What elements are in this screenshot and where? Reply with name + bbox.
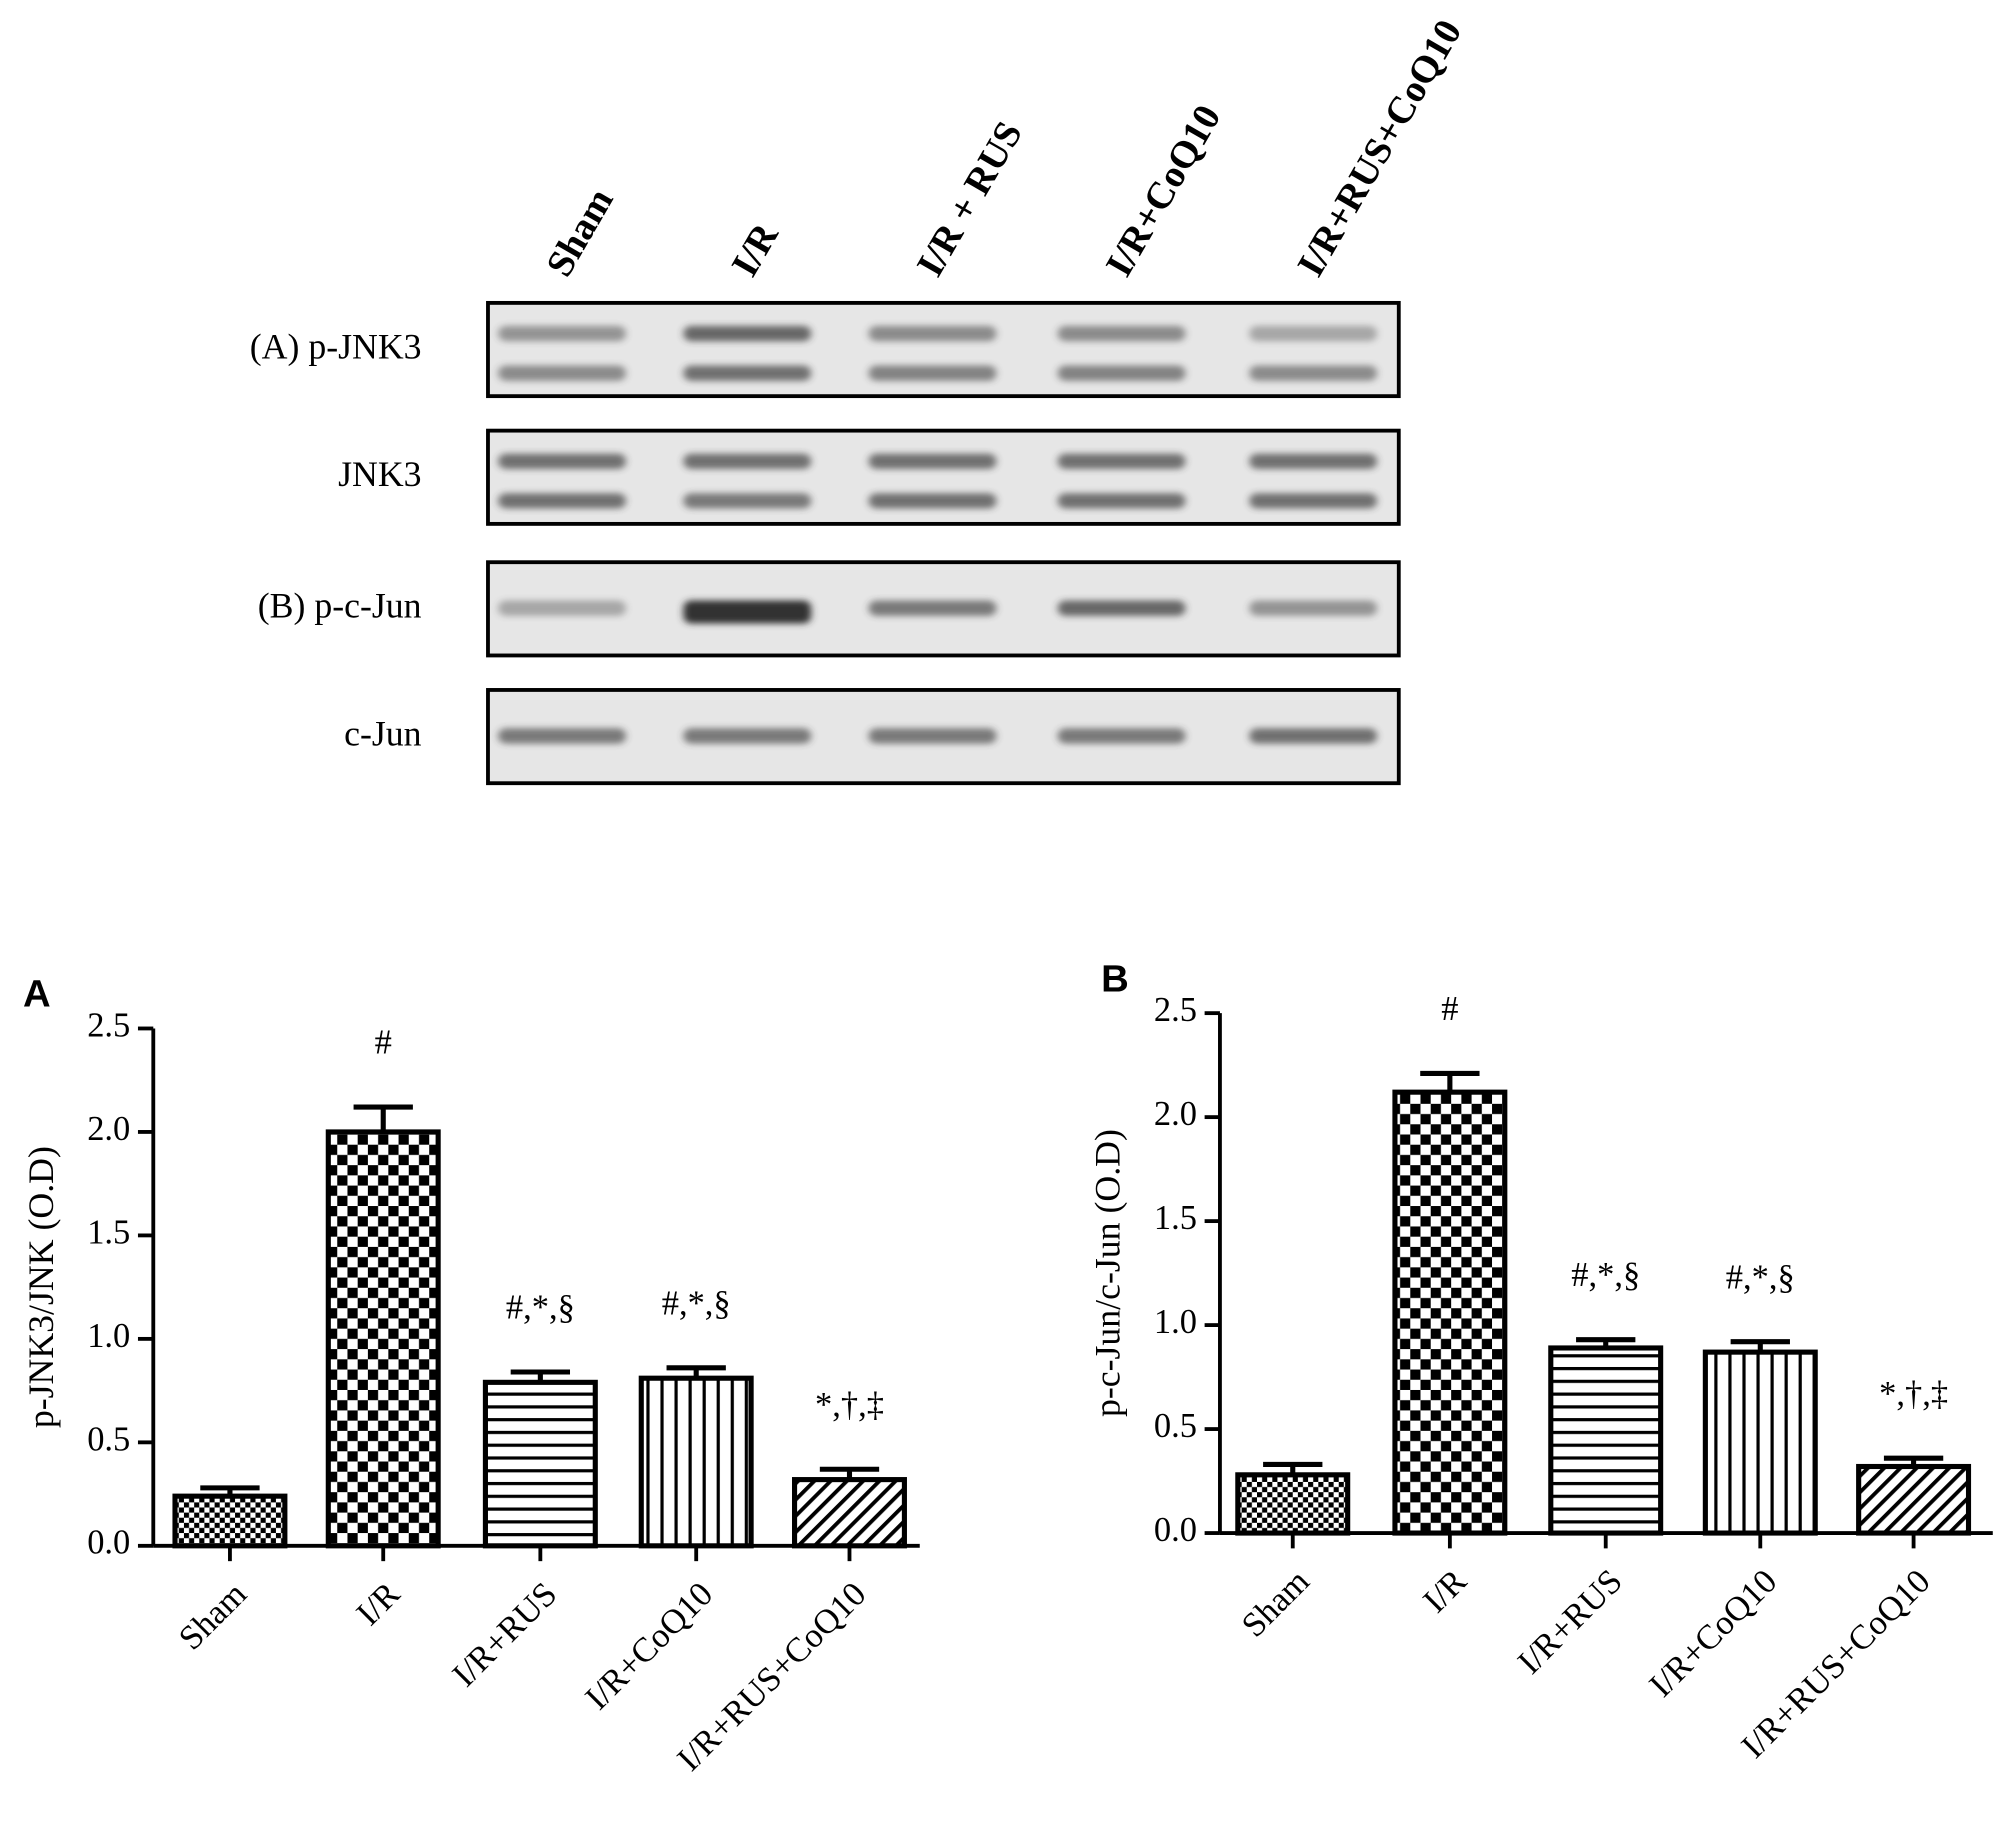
bar: [792, 1477, 907, 1549]
band: [498, 600, 626, 616]
x-tick-label: I/R: [1416, 1562, 1474, 1620]
y-tick-label: 1.5: [87, 1213, 130, 1251]
band: [1057, 365, 1186, 381]
band: [683, 453, 812, 469]
band: [1249, 728, 1378, 744]
bar: [482, 1379, 598, 1549]
row-label: JNK3: [338, 454, 421, 494]
panel-label: B: [1101, 957, 1129, 1000]
band: [868, 493, 997, 509]
x-tick-label: I/R+CoQ10: [1642, 1562, 1784, 1704]
x-tick-label: Sham: [1234, 1562, 1317, 1645]
y-tick-label: 2.5: [1154, 991, 1197, 1029]
band: [868, 325, 997, 342]
band: [1249, 493, 1378, 509]
x-tick-label: Sham: [172, 1575, 255, 1658]
annotation: #,*,§: [662, 1284, 731, 1322]
bar: [1392, 1089, 1508, 1536]
y-tick-label: 2.5: [87, 1006, 130, 1044]
band: [683, 325, 812, 342]
annotation: *,†,‡: [815, 1386, 884, 1424]
row-label: (A) p-JNK3: [250, 326, 422, 366]
lane-label: I/R+RUS+CoQ10: [1290, 13, 1471, 284]
band: [1249, 600, 1378, 616]
bar: [1702, 1349, 1818, 1536]
band: [868, 728, 997, 744]
band: [498, 325, 626, 342]
annotation: #,*,§: [1571, 1256, 1640, 1294]
western-blot: Sham I/R I/R + RUS I/R+CoQ10 I/R+RUS+CoQ10 (A…: [250, 13, 1471, 786]
annotation: #,*,§: [1726, 1258, 1795, 1296]
y-tick-label: 1.0: [1154, 1303, 1197, 1341]
y-tick-label: 1.0: [87, 1317, 130, 1355]
x-tick-label: I/R+CoQ10: [578, 1575, 720, 1717]
x-tick-label: I/R: [349, 1575, 407, 1633]
band: [683, 728, 812, 744]
band: [1057, 453, 1186, 469]
band: [498, 728, 626, 744]
row-label: (B) p-c-Jun: [258, 586, 422, 626]
band: [498, 493, 626, 509]
y-tick-label: 2.0: [87, 1110, 130, 1148]
annotation: #: [1441, 990, 1458, 1028]
y-tick-label: 0.5: [1154, 1407, 1197, 1445]
band: [683, 493, 812, 509]
bar: [172, 1493, 288, 1549]
x-tick-label: I/R+RUS: [445, 1575, 564, 1694]
band: [1057, 600, 1186, 616]
bar: [1856, 1463, 1972, 1536]
lane-label: I/R: [724, 216, 787, 283]
panel-label: A: [23, 973, 51, 1016]
y-tick-label: 2.0: [1154, 1095, 1197, 1133]
annotation: #,*,§: [506, 1289, 575, 1327]
band: [498, 365, 626, 381]
y-tick-label: 0.5: [87, 1420, 130, 1458]
blot-box: [486, 428, 1401, 526]
band: [868, 453, 997, 469]
bar: [1548, 1345, 1664, 1536]
band: [1057, 493, 1186, 509]
charts: Ap-JNK3/JNK (O.D) 0.0 0.5 1.0 1.5 2.0 2.5 Sham I…: [21, 957, 1993, 1778]
x-tick-label: I/R+RUS: [1511, 1562, 1630, 1681]
bar: [325, 1129, 441, 1549]
band: [683, 365, 812, 381]
band: [498, 453, 626, 469]
band: [1249, 325, 1378, 342]
band: [868, 600, 997, 616]
y-tick-label: 0.0: [1154, 1511, 1197, 1549]
y-tick-label: 1.5: [1154, 1199, 1197, 1237]
annotation: *,†,‡: [1879, 1375, 1948, 1413]
annotation: #: [375, 1024, 392, 1062]
band: [1057, 325, 1186, 342]
band: [1249, 365, 1378, 381]
bar: [638, 1375, 754, 1549]
row-label: c-Jun: [344, 713, 422, 753]
bar: [1235, 1472, 1351, 1536]
lane-label: I/R+CoQ10: [1098, 98, 1229, 284]
band: [1057, 728, 1186, 744]
lane-label: Sham: [539, 181, 622, 283]
y-tick-label: 0.0: [87, 1524, 130, 1562]
blot-box: [486, 300, 1401, 399]
lane-label: I/R + RUS: [909, 115, 1031, 284]
band: [1249, 453, 1378, 469]
y-axis-label: p-JNK3/JNK (O.D): [21, 1146, 61, 1428]
y-axis-label: p-c-Jun/c-Jun (O.D): [1088, 1129, 1128, 1417]
band: [683, 600, 812, 624]
band: [868, 365, 997, 381]
